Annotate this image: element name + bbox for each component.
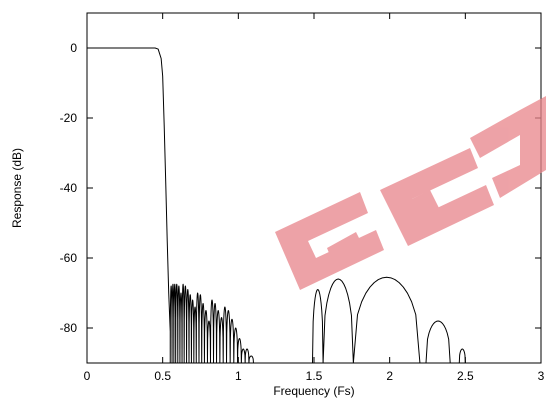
y-tick-label: -60 — [60, 251, 78, 265]
x-tick-label: 0.5 — [154, 369, 171, 383]
watermark-shape — [380, 148, 494, 246]
watermark-shape — [327, 232, 366, 268]
watermark-shape — [398, 190, 440, 227]
y-axis-ticks: 0 -20 -40 -60 -80 — [60, 41, 541, 335]
watermark-shape — [275, 192, 384, 290]
x-axis-label: Frequency (Fs) — [273, 384, 354, 398]
y-axis-label: Response (dB) — [10, 148, 24, 228]
x-tick-label: 2.5 — [457, 369, 474, 383]
y-tick-label: 0 — [70, 41, 77, 55]
x-axis-ticks: 0 0.5 1 1.5 2 2.5 3 — [84, 13, 545, 383]
y-tick-label: -80 — [60, 321, 78, 335]
series-layer — [87, 47, 466, 364]
watermark-logo — [275, 96, 546, 290]
y-tick-label: -20 — [60, 111, 78, 125]
watermark-shape — [470, 96, 546, 198]
x-tick-label: 3 — [538, 369, 545, 383]
x-tick-label: 0 — [84, 369, 91, 383]
x-tick-label: 1.5 — [306, 369, 323, 383]
x-tick-label: 2 — [386, 369, 393, 383]
response-series-line — [87, 47, 466, 364]
x-tick-label: 1 — [235, 369, 242, 383]
y-tick-label: -40 — [60, 181, 78, 195]
